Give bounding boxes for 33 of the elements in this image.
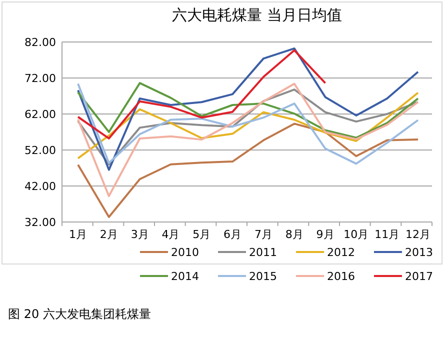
legend-label: 2014	[171, 270, 199, 283]
line-series	[77, 82, 419, 139]
x-tick-label: 3月	[130, 228, 149, 241]
x-tick-label: 6月	[224, 228, 242, 241]
y-tick-label: 72.00	[24, 72, 56, 85]
legend-label: 2017	[405, 270, 433, 283]
x-tick-label: 11月	[374, 228, 400, 241]
legend-label: 2010	[171, 246, 199, 259]
x-tick-label: 12月	[406, 228, 430, 241]
legend-label: 2016	[327, 270, 355, 283]
legend-label: 2015	[249, 270, 277, 283]
line-series	[77, 49, 326, 140]
y-tick-label: 42.00	[24, 180, 56, 193]
line-series	[77, 122, 419, 218]
legend-label: 2011	[249, 246, 277, 259]
line-series	[77, 47, 419, 171]
y-tick-label: 52.00	[24, 144, 56, 157]
x-tick-label: 1月	[69, 228, 87, 241]
y-tick-label: 62.00	[24, 108, 56, 121]
x-tick-label: 5月	[192, 228, 211, 241]
chart-title: 六大电耗煤量 当月日均值	[172, 6, 342, 24]
x-tick-label: 2月	[100, 228, 118, 241]
x-tick-label: 8月	[285, 228, 304, 241]
caption: 图 20 六大发电集团耗煤量	[8, 307, 151, 321]
x-tick-label: 4月	[162, 228, 180, 241]
legend-label: 2013	[405, 246, 433, 259]
line-series	[77, 82, 419, 198]
x-tick-label: 7月	[254, 228, 272, 241]
y-tick-label: 82.00	[24, 36, 56, 49]
x-tick-label: 10月	[344, 228, 369, 241]
x-tick-label: 9月	[316, 228, 334, 241]
legend-label: 2012	[327, 246, 355, 259]
y-tick-label: 32.00	[24, 216, 56, 229]
